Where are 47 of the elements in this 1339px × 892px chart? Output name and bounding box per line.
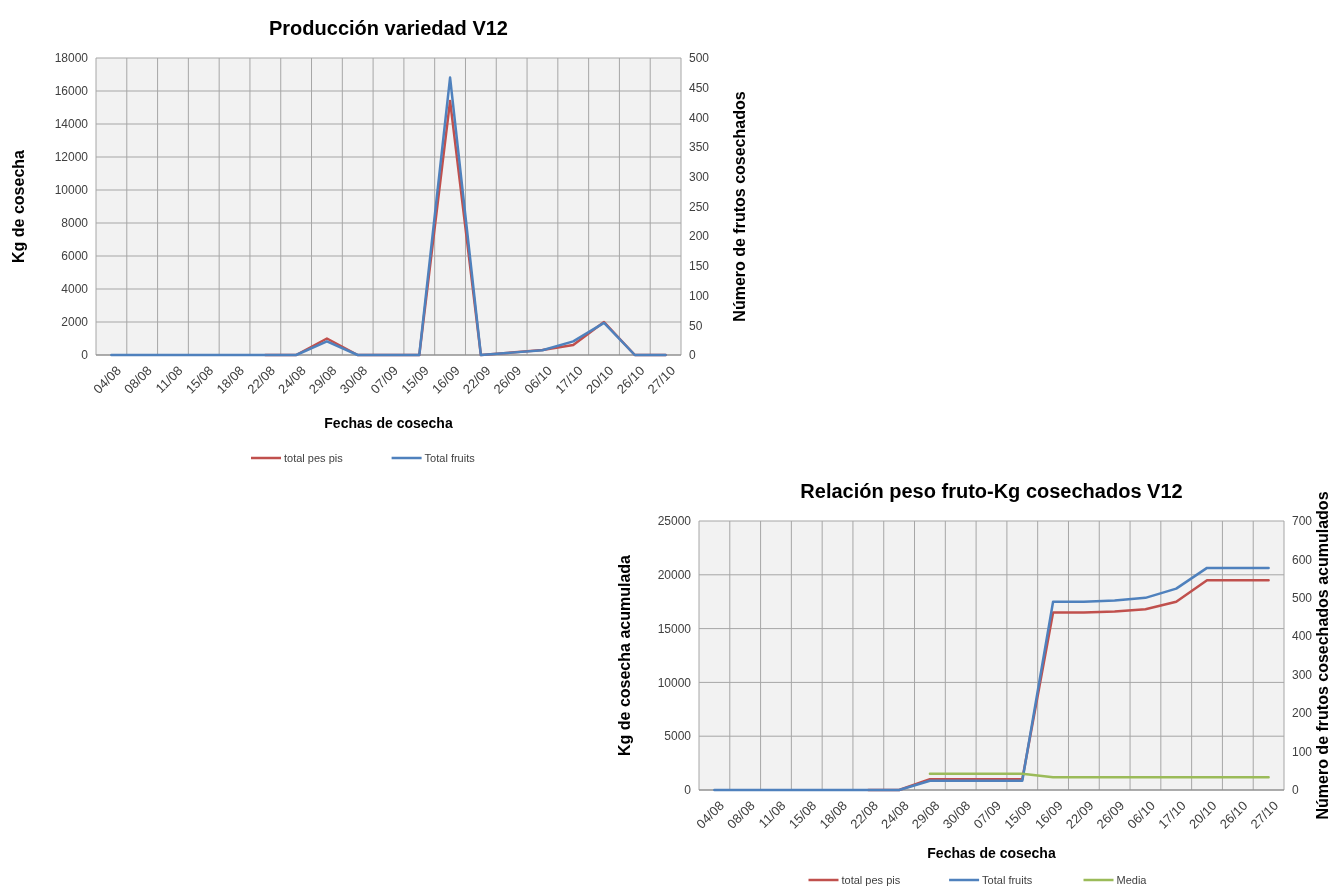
- y-tick-label: 2000: [61, 315, 89, 330]
- y2-tick-label: 100: [689, 288, 710, 303]
- y2-tick-label: 300: [689, 170, 710, 184]
- chart-title: Relación peso fruto-Kg cosechados V12: [800, 480, 1183, 502]
- y2-tick-label: 350: [689, 140, 710, 155]
- y2-tick-label: 300: [1292, 667, 1313, 682]
- y2-tick-label: 600: [1292, 552, 1313, 567]
- y-tick-label: 18000: [54, 51, 89, 66]
- y-tick-label: 10000: [657, 675, 692, 690]
- y2-axis-title: Número de frutos cosechados acumulados: [1314, 491, 1331, 820]
- y2-tick-label: 250: [689, 199, 710, 214]
- y2-tick-label: 50: [689, 318, 703, 333]
- y2-tick-label: 100: [1292, 744, 1313, 759]
- y2-axis-title: Número de frutos cosechados: [731, 91, 748, 322]
- y-tick-label: 8000: [61, 216, 89, 231]
- legend-label: Total fruits: [424, 451, 476, 464]
- y-tick-label: 6000: [61, 249, 89, 264]
- y-axis-title: Kg de cosecha acumulada: [616, 554, 633, 756]
- y-tick-label: 16000: [54, 84, 89, 99]
- y2-tick-label: 450: [689, 80, 710, 95]
- y-tick-label: 15000: [657, 621, 692, 636]
- legend-label: total pes pis: [284, 451, 344, 464]
- y-tick-label: 0: [684, 783, 692, 798]
- y-tick-label: 0: [81, 348, 89, 363]
- y2-tick-label: 150: [689, 259, 710, 274]
- y2-tick-label: 400: [689, 110, 710, 125]
- legend-label: Total fruits: [982, 873, 1033, 886]
- y2-tick-label: 500: [689, 51, 710, 66]
- chart-title: Producción variedad V12: [269, 17, 508, 39]
- y-tick-label: 14000: [54, 117, 89, 132]
- x-axis-title: Fechas de cosecha: [324, 415, 453, 431]
- y-tick-label: 25000: [657, 514, 692, 529]
- y-tick-label: 12000: [54, 150, 89, 165]
- y-tick-label: 20000: [657, 568, 692, 582]
- y2-tick-label: 400: [1292, 629, 1313, 644]
- y-tick-label: 5000: [664, 729, 692, 744]
- y2-tick-label: 0: [1292, 783, 1299, 798]
- y-tick-label: 4000: [61, 282, 89, 297]
- y-tick-label: 10000: [54, 183, 89, 198]
- x-axis-title: Fechas de cosecha: [927, 845, 1056, 861]
- y2-tick-label: 200: [1292, 706, 1313, 721]
- legend-label: Media: [1116, 873, 1148, 886]
- y2-tick-label: 200: [689, 229, 710, 244]
- y-axis-title: Kg de cosecha: [10, 149, 27, 263]
- y2-tick-label: 700: [1292, 514, 1313, 529]
- legend-label: total pes pis: [841, 873, 901, 886]
- y2-tick-label: 500: [1292, 591, 1313, 606]
